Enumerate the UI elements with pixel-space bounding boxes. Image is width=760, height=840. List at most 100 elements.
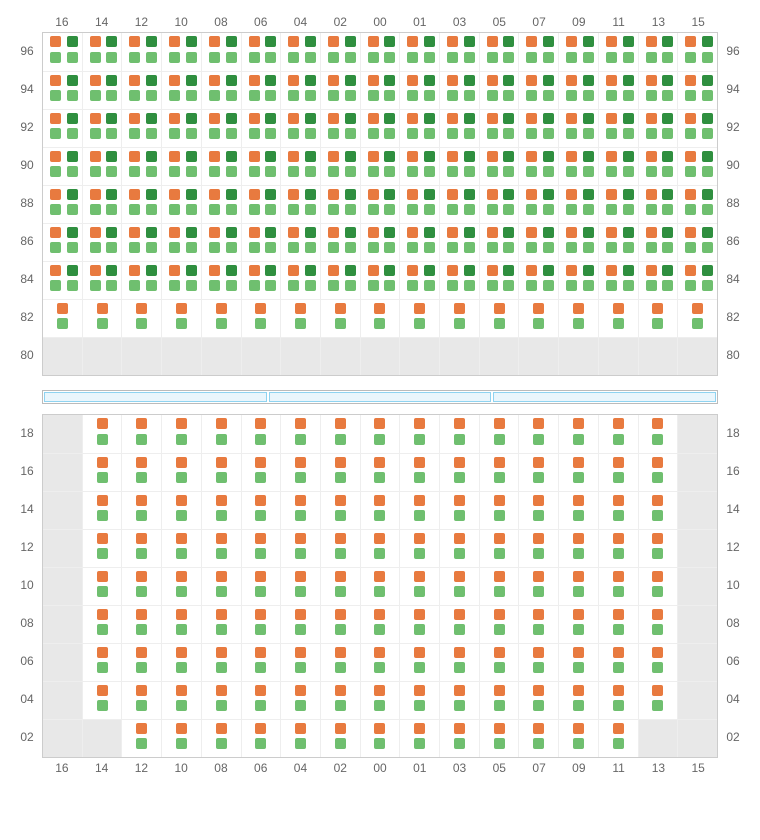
grid-cell[interactable] — [479, 148, 519, 185]
grid-cell[interactable] — [43, 300, 82, 337]
grid-cell[interactable] — [439, 606, 479, 643]
grid-cell[interactable] — [479, 530, 519, 567]
grid-cell[interactable] — [201, 682, 241, 719]
grid-cell[interactable] — [43, 530, 82, 567]
grid-cell[interactable] — [598, 720, 638, 757]
grid-cell[interactable] — [320, 72, 360, 109]
grid-cell[interactable] — [360, 224, 400, 261]
grid-cell[interactable] — [121, 530, 161, 567]
grid-cell[interactable] — [161, 454, 201, 491]
grid-cell[interactable] — [82, 530, 122, 567]
grid-cell[interactable] — [241, 415, 281, 453]
grid-cell[interactable] — [43, 720, 82, 757]
grid-cell[interactable] — [201, 454, 241, 491]
grid-cell[interactable] — [439, 454, 479, 491]
grid-cell[interactable] — [121, 492, 161, 529]
grid-cell[interactable] — [677, 606, 717, 643]
grid-cell[interactable] — [677, 644, 717, 681]
grid-cell[interactable] — [280, 568, 320, 605]
grid-cell[interactable] — [638, 186, 678, 223]
grid-cell[interactable] — [598, 110, 638, 147]
grid-cell[interactable] — [439, 720, 479, 757]
grid-cell[interactable] — [280, 148, 320, 185]
grid-cell[interactable] — [241, 72, 281, 109]
grid-cell[interactable] — [201, 720, 241, 757]
grid-cell[interactable] — [280, 606, 320, 643]
grid-cell[interactable] — [82, 338, 122, 375]
grid-cell[interactable] — [43, 454, 82, 491]
grid-cell[interactable] — [638, 682, 678, 719]
grid-cell[interactable] — [320, 110, 360, 147]
grid-cell[interactable] — [399, 644, 439, 681]
grid-cell[interactable] — [439, 186, 479, 223]
grid-cell[interactable] — [320, 300, 360, 337]
grid-cell[interactable] — [518, 224, 558, 261]
grid-cell[interactable] — [439, 644, 479, 681]
grid-cell[interactable] — [638, 72, 678, 109]
grid-cell[interactable] — [479, 186, 519, 223]
grid-cell[interactable] — [598, 415, 638, 453]
grid-cell[interactable] — [558, 454, 598, 491]
grid-cell[interactable] — [558, 644, 598, 681]
grid-cell[interactable] — [161, 224, 201, 261]
grid-cell[interactable] — [280, 300, 320, 337]
grid-cell[interactable] — [241, 492, 281, 529]
grid-cell[interactable] — [479, 110, 519, 147]
grid-cell[interactable] — [598, 530, 638, 567]
grid-cell[interactable] — [280, 720, 320, 757]
grid-cell[interactable] — [479, 492, 519, 529]
grid-cell[interactable] — [320, 338, 360, 375]
grid-cell[interactable] — [638, 530, 678, 567]
grid-cell[interactable] — [201, 338, 241, 375]
grid-cell[interactable] — [479, 568, 519, 605]
grid-cell[interactable] — [638, 33, 678, 71]
grid-cell[interactable] — [518, 33, 558, 71]
grid-cell[interactable] — [598, 568, 638, 605]
grid-cell[interactable] — [518, 262, 558, 299]
grid-cell[interactable] — [82, 492, 122, 529]
grid-cell[interactable] — [479, 415, 519, 453]
grid-cell[interactable] — [479, 338, 519, 375]
grid-cell[interactable] — [241, 224, 281, 261]
grid-cell[interactable] — [161, 186, 201, 223]
grid-cell[interactable] — [82, 300, 122, 337]
grid-cell[interactable] — [518, 530, 558, 567]
grid-cell[interactable] — [360, 606, 400, 643]
grid-cell[interactable] — [439, 415, 479, 453]
grid-cell[interactable] — [518, 644, 558, 681]
grid-cell[interactable] — [399, 224, 439, 261]
grid-cell[interactable] — [161, 72, 201, 109]
grid-cell[interactable] — [43, 568, 82, 605]
grid-cell[interactable] — [121, 606, 161, 643]
grid-cell[interactable] — [598, 682, 638, 719]
grid-cell[interactable] — [280, 224, 320, 261]
grid-cell[interactable] — [360, 415, 400, 453]
grid-cell[interactable] — [280, 530, 320, 567]
grid-cell[interactable] — [241, 644, 281, 681]
grid-cell[interactable] — [638, 415, 678, 453]
grid-cell[interactable] — [201, 186, 241, 223]
grid-cell[interactable] — [161, 262, 201, 299]
grid-cell[interactable] — [598, 33, 638, 71]
grid-cell[interactable] — [201, 224, 241, 261]
grid-cell[interactable] — [439, 33, 479, 71]
grid-cell[interactable] — [399, 606, 439, 643]
grid-cell[interactable] — [677, 338, 717, 375]
grid-cell[interactable] — [558, 492, 598, 529]
grid-cell[interactable] — [360, 682, 400, 719]
grid-cell[interactable] — [638, 606, 678, 643]
grid-cell[interactable] — [399, 415, 439, 453]
grid-cell[interactable] — [518, 720, 558, 757]
grid-cell[interactable] — [360, 148, 400, 185]
grid-cell[interactable] — [399, 682, 439, 719]
grid-cell[interactable] — [399, 262, 439, 299]
grid-cell[interactable] — [360, 720, 400, 757]
grid-cell[interactable] — [558, 415, 598, 453]
grid-cell[interactable] — [82, 33, 122, 71]
grid-cell[interactable] — [201, 492, 241, 529]
grid-cell[interactable] — [518, 415, 558, 453]
grid-cell[interactable] — [43, 224, 82, 261]
grid-cell[interactable] — [638, 300, 678, 337]
grid-cell[interactable] — [677, 262, 717, 299]
grid-cell[interactable] — [161, 415, 201, 453]
